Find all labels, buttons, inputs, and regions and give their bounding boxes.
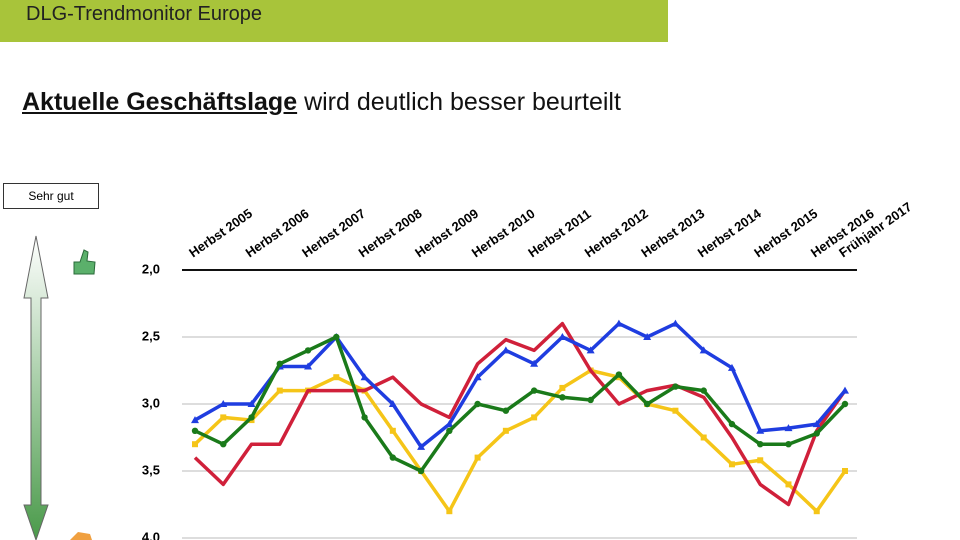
marker bbox=[219, 400, 228, 407]
marker bbox=[699, 346, 708, 354]
marker bbox=[530, 359, 539, 367]
series-line bbox=[193, 368, 847, 513]
marker bbox=[220, 414, 227, 421]
marker bbox=[417, 442, 426, 450]
marker bbox=[812, 420, 821, 428]
marker bbox=[813, 430, 820, 437]
marker bbox=[615, 371, 623, 378]
scale-label: Sehr gut bbox=[3, 183, 99, 209]
marker bbox=[785, 481, 792, 488]
marker bbox=[276, 387, 283, 394]
marker bbox=[333, 333, 340, 341]
y-tick-label: 4,0 bbox=[142, 529, 160, 540]
header-bar: DLG-Trendmonitor Europe bbox=[0, 0, 668, 42]
marker bbox=[643, 400, 651, 408]
marker bbox=[841, 400, 849, 408]
marker bbox=[700, 387, 707, 394]
heading-bold: Aktuelle Geschäftslage bbox=[22, 88, 298, 116]
marker bbox=[784, 424, 793, 432]
marker bbox=[474, 400, 481, 408]
marker bbox=[304, 362, 313, 370]
marker bbox=[389, 427, 396, 434]
marker bbox=[757, 441, 764, 448]
marker bbox=[813, 508, 820, 515]
marker bbox=[672, 407, 679, 414]
y-tick-label: 3,5 bbox=[142, 462, 160, 477]
marker bbox=[474, 454, 481, 461]
marker bbox=[361, 414, 368, 421]
heading: Aktuelle Geschäftslage wird deutlich bes… bbox=[22, 88, 621, 117]
y-tick-label: 2,0 bbox=[142, 261, 160, 276]
heading-rest: wird deutlich besser beurteilt bbox=[304, 88, 621, 116]
marker bbox=[220, 441, 227, 448]
thumb-icon bbox=[73, 249, 96, 275]
marker bbox=[671, 319, 680, 327]
marker bbox=[248, 414, 255, 421]
marker bbox=[389, 454, 397, 461]
marker bbox=[417, 467, 425, 475]
marker bbox=[531, 414, 538, 421]
marker bbox=[191, 427, 199, 434]
marker bbox=[191, 416, 199, 424]
marker bbox=[728, 461, 735, 468]
marker bbox=[502, 407, 510, 414]
marker bbox=[501, 346, 510, 354]
marker bbox=[728, 420, 736, 428]
marker bbox=[276, 360, 283, 367]
marker bbox=[842, 468, 848, 474]
marker bbox=[530, 387, 538, 394]
y-tick-label: 3,0 bbox=[142, 395, 160, 410]
marker bbox=[446, 508, 453, 515]
marker bbox=[304, 347, 312, 354]
marker bbox=[587, 396, 594, 404]
header: DLG-Trendmonitor Europe bbox=[26, 3, 263, 25]
series-line bbox=[194, 321, 847, 449]
y-tick-label: 2,5 bbox=[142, 328, 160, 343]
marker bbox=[757, 457, 764, 464]
marker bbox=[333, 374, 340, 381]
marker bbox=[559, 384, 566, 391]
marker bbox=[559, 394, 566, 401]
marker bbox=[785, 441, 792, 448]
marker bbox=[700, 434, 707, 441]
marker bbox=[388, 400, 397, 407]
marker bbox=[841, 386, 849, 394]
marker bbox=[756, 426, 765, 434]
marker bbox=[643, 333, 652, 340]
marker bbox=[586, 346, 595, 354]
marker bbox=[502, 427, 509, 434]
scale-arrow bbox=[23, 235, 49, 540]
marker bbox=[727, 363, 736, 371]
marker bbox=[360, 373, 369, 381]
series-line bbox=[193, 321, 847, 507]
marker bbox=[614, 319, 623, 327]
marker bbox=[445, 420, 454, 428]
marker bbox=[558, 333, 567, 340]
thumb-down-icon bbox=[70, 532, 92, 540]
marker bbox=[446, 427, 453, 434]
marker bbox=[247, 400, 256, 407]
marker bbox=[473, 373, 482, 381]
marker bbox=[672, 383, 679, 390]
x-tick-label: Herbst 2011 bbox=[525, 206, 593, 260]
marker bbox=[192, 441, 198, 448]
series-line bbox=[194, 335, 847, 473]
